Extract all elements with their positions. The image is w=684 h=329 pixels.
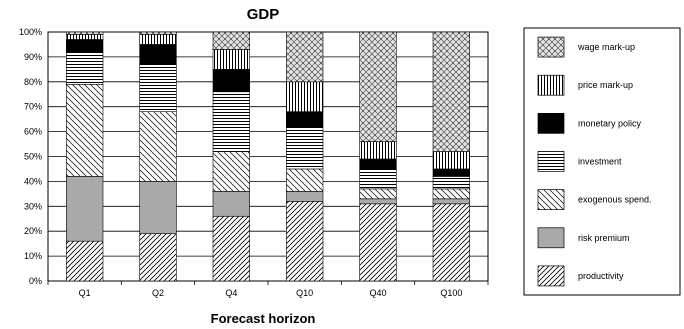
bar-segment xyxy=(432,203,470,282)
bar-segment xyxy=(139,111,177,182)
bar-segment xyxy=(212,215,250,282)
bar-segment xyxy=(286,31,324,83)
bar-segment xyxy=(212,31,250,50)
bar-segment xyxy=(432,151,470,170)
x-axis-title: Forecast horizon xyxy=(211,311,316,326)
bar-segment xyxy=(432,176,470,190)
bar-segment xyxy=(359,141,397,160)
bar-segment xyxy=(286,201,324,282)
bar-segment xyxy=(359,198,397,205)
bar-segment xyxy=(212,49,250,70)
bar-segment xyxy=(359,158,397,170)
bar-segment xyxy=(359,31,397,142)
bar-segment xyxy=(359,203,397,282)
x-tick-label: Q2 xyxy=(152,288,164,298)
bar-segment xyxy=(66,51,104,85)
bar-segment xyxy=(432,31,470,152)
y-tick-label: 40% xyxy=(24,176,42,186)
bars xyxy=(66,31,470,282)
bar-segment xyxy=(286,81,324,112)
y-axis: 0% 10% 20% 30% 40% 50% 60% 70% 80% 90% 100% xyxy=(19,27,42,286)
bar-segment xyxy=(66,240,104,282)
y-tick-label: 0% xyxy=(29,276,42,286)
legend-label: wage mark-up xyxy=(577,42,635,52)
bar-segment xyxy=(359,188,397,200)
legend-label: risk premium xyxy=(578,233,630,243)
legend-label: monetary policy xyxy=(578,118,642,128)
legend-label: exogenous spend. xyxy=(578,195,652,205)
legend-swatch xyxy=(537,74,565,96)
chart-title: GDP xyxy=(247,6,280,23)
bar-segment xyxy=(359,168,397,190)
y-tick-label: 70% xyxy=(24,102,42,112)
y-tick-label: 10% xyxy=(24,251,42,261)
legend-swatch xyxy=(537,151,565,172)
bar-segment xyxy=(286,191,324,202)
y-tick-label: 90% xyxy=(24,52,42,62)
y-tick-label: 80% xyxy=(24,77,42,87)
x-tick-label: Q1 xyxy=(79,288,91,298)
legend-swatch xyxy=(537,36,565,58)
bar-segment xyxy=(66,83,104,177)
legend-label: price mark-up xyxy=(578,80,633,90)
bar-segment xyxy=(286,168,324,192)
bar-segment xyxy=(212,151,250,192)
bar-segment xyxy=(432,168,470,177)
bar-segment xyxy=(139,64,177,112)
legend-swatch xyxy=(537,189,565,210)
bar-segment xyxy=(139,181,177,234)
bar-segment xyxy=(212,91,250,152)
bar-segment xyxy=(286,111,324,127)
x-axis: Q1 Q2 Q4 Q10 Q40 Q100 xyxy=(47,281,489,298)
grid xyxy=(47,31,489,282)
x-tick-label: Q4 xyxy=(225,288,237,298)
bar-segment xyxy=(212,69,250,93)
y-tick-label: 60% xyxy=(24,127,42,137)
bar-segment xyxy=(139,233,177,282)
legend-label: productivity xyxy=(578,271,624,281)
y-tick-label: 100% xyxy=(19,27,42,37)
y-tick-label: 20% xyxy=(24,226,42,236)
bar-segment xyxy=(432,188,470,200)
x-tick-label: Q40 xyxy=(369,288,386,298)
x-tick-label: Q100 xyxy=(440,288,462,298)
bar-segment xyxy=(212,191,250,217)
legend-box xyxy=(523,27,681,296)
legend: wage mark-up price mark-up monetary policy… xyxy=(523,27,681,296)
bar-segment xyxy=(139,44,177,65)
bar-segment xyxy=(432,198,470,205)
x-tick-label: Q10 xyxy=(296,288,313,298)
bar-segment xyxy=(286,126,324,170)
bar-segment xyxy=(139,31,177,35)
y-tick-label: 50% xyxy=(24,152,42,162)
legend-label: investment xyxy=(578,157,622,167)
legend-swatch xyxy=(537,265,565,287)
bar-segment xyxy=(139,34,177,45)
legend-swatch xyxy=(537,113,565,134)
bar-segment xyxy=(66,39,104,53)
bar-segment xyxy=(66,31,104,35)
y-tick-label: 30% xyxy=(24,201,42,211)
bar-segment xyxy=(66,34,104,40)
legend-swatch xyxy=(537,227,565,249)
bar-segment xyxy=(66,176,104,242)
